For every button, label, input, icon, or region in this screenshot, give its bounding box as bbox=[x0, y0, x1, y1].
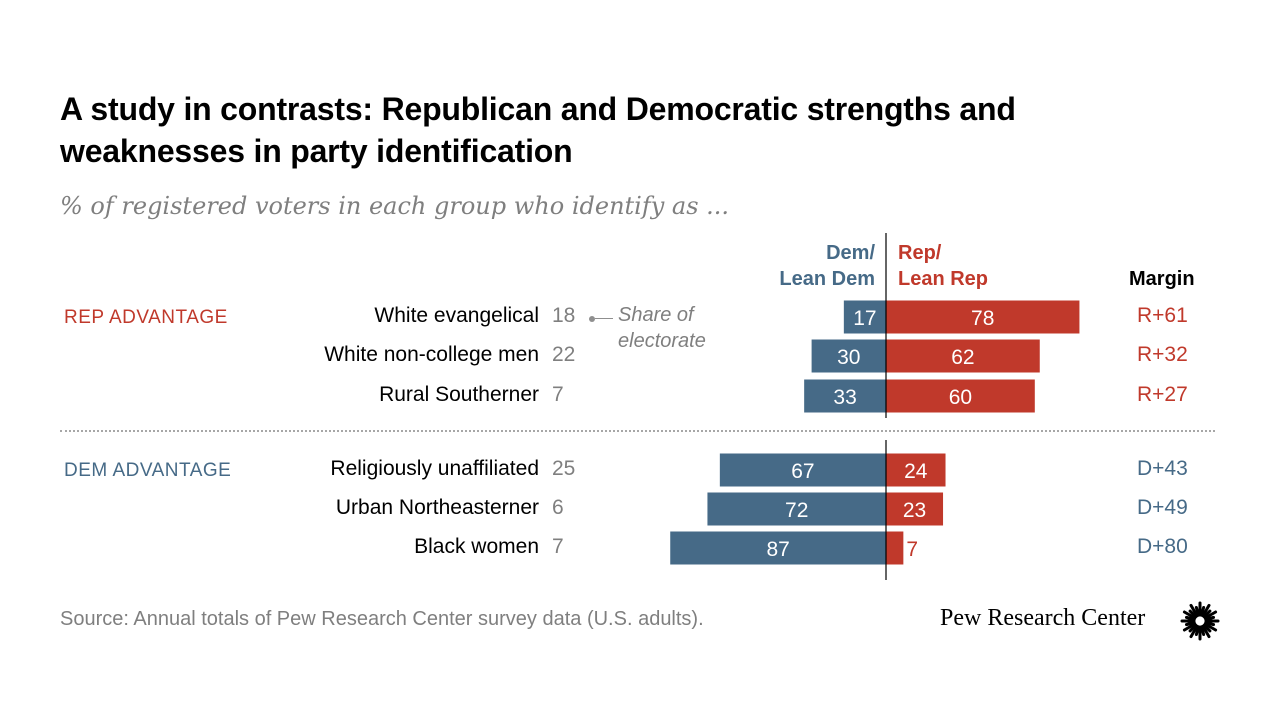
sunburst-ray bbox=[1203, 622, 1218, 632]
sunburst-ray bbox=[1201, 603, 1211, 618]
sunburst-ray bbox=[1182, 622, 1197, 632]
sunburst-ray bbox=[1200, 605, 1206, 617]
rep-header-line1: Rep/ bbox=[898, 242, 942, 264]
row-label: White evangelical bbox=[374, 304, 539, 327]
share-note-line2: electorate bbox=[618, 330, 706, 352]
dem-header-line1: Dem/ bbox=[826, 242, 875, 264]
rep-bar-label: 62 bbox=[951, 346, 974, 369]
margin-value: D+49 bbox=[1137, 496, 1188, 519]
sunburst-ray bbox=[1201, 624, 1211, 639]
dem-bar bbox=[670, 531, 886, 565]
dem-header-line2: Lean Dem bbox=[779, 268, 875, 290]
margin-value: R+61 bbox=[1137, 304, 1188, 327]
margin-value: R+32 bbox=[1137, 343, 1188, 366]
sunburst-ray bbox=[1189, 603, 1199, 618]
rep-bar-label: 24 bbox=[904, 460, 928, 483]
row-label: Urban Northeasterner bbox=[335, 496, 539, 519]
dem-bar bbox=[707, 492, 886, 526]
dem-advantage-label: DEM ADVANTAGE bbox=[64, 460, 232, 481]
dem-bar-label: 67 bbox=[791, 460, 814, 483]
dem-bar bbox=[804, 379, 886, 413]
sunburst-ray bbox=[1203, 610, 1218, 620]
row-label: Black women bbox=[414, 535, 539, 558]
rep-column-header: Rep/ Lean Rep bbox=[898, 240, 988, 292]
sunburst-ray bbox=[1188, 623, 1198, 633]
share-of-electorate-note: Share of electorate bbox=[618, 302, 706, 354]
sunburst-ray bbox=[1200, 625, 1206, 637]
share-annotation-line bbox=[595, 318, 613, 319]
dem-column-header: Dem/ Lean Dem bbox=[779, 240, 875, 292]
dem-bar-label: 87 bbox=[766, 538, 789, 561]
sunburst-ray bbox=[1204, 615, 1216, 621]
share-of-electorate-value: 7 bbox=[552, 535, 564, 558]
sunburst-ray bbox=[1194, 605, 1200, 617]
row-label: Rural Southerner bbox=[379, 383, 539, 406]
sunburst-ray bbox=[1189, 624, 1199, 639]
margin-value: R+27 bbox=[1137, 383, 1188, 406]
rep-bar-label: 23 bbox=[903, 499, 926, 522]
rep-header-line2: Lean Rep bbox=[898, 268, 989, 290]
sunburst-ray bbox=[1202, 623, 1212, 633]
dem-bar bbox=[811, 339, 886, 373]
sunburst-ray bbox=[1194, 625, 1200, 637]
rep-bar bbox=[886, 379, 1035, 413]
margin-value: D+80 bbox=[1137, 535, 1188, 558]
sunburst-ray bbox=[1202, 609, 1212, 619]
rep-bar bbox=[886, 453, 946, 487]
rep-bar bbox=[886, 531, 904, 565]
sunburst-ray bbox=[1204, 621, 1216, 627]
pew-logo-text: Pew Research Center bbox=[940, 605, 1146, 631]
rep-bar-label: 78 bbox=[971, 307, 994, 330]
sunburst-ray bbox=[1184, 615, 1196, 621]
pew-sunburst-icon bbox=[1180, 601, 1220, 641]
rep-advantage-label: REP ADVANTAGE bbox=[64, 307, 228, 328]
share-of-electorate-value: 6 bbox=[552, 496, 564, 519]
share-of-electorate-value: 25 bbox=[552, 457, 576, 480]
sunburst-ray bbox=[1182, 610, 1197, 620]
chart-title: A study in contrasts: Republican and Dem… bbox=[60, 91, 1016, 169]
dem-bar bbox=[719, 453, 886, 487]
dem-bar-label: 30 bbox=[837, 346, 860, 369]
share-annotation-dot bbox=[589, 316, 595, 322]
share-of-electorate-value: 18 bbox=[552, 304, 576, 327]
share-of-electorate-value: 22 bbox=[552, 343, 576, 366]
chart-subtitle: % of registered voters in each group who… bbox=[60, 192, 730, 220]
share-of-electorate-value: 7 bbox=[552, 383, 564, 406]
section-divider bbox=[60, 430, 1215, 432]
rep-bar-label: 7 bbox=[906, 538, 918, 561]
share-note-line1: Share of bbox=[618, 304, 694, 326]
row-label: Religiously unaffiliated bbox=[330, 457, 539, 480]
dem-bar-label: 72 bbox=[785, 499, 808, 522]
rep-bar bbox=[886, 339, 1040, 373]
rep-bar bbox=[886, 492, 944, 526]
sunburst-ray bbox=[1188, 609, 1198, 619]
row-label: White non-college men bbox=[324, 343, 539, 366]
margin-value: D+43 bbox=[1137, 457, 1188, 480]
dem-bar bbox=[843, 300, 886, 334]
dem-bar-label: 17 bbox=[853, 307, 876, 330]
rep-bar-label: 60 bbox=[949, 386, 972, 409]
source-note: Source: Annual totals of Pew Research Ce… bbox=[60, 608, 704, 630]
margin-column-header: Margin bbox=[1129, 268, 1195, 290]
dem-bar-label: 33 bbox=[833, 386, 856, 409]
sunburst-ray bbox=[1184, 621, 1196, 627]
rep-bar bbox=[886, 300, 1080, 334]
